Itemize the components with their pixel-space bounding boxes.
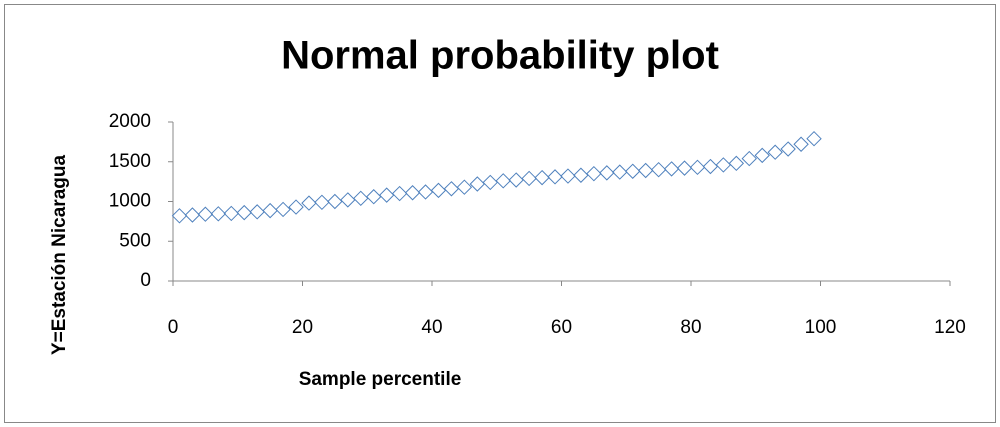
x-tick-label: 120 bbox=[934, 317, 966, 338]
scatter-point bbox=[236, 204, 252, 221]
scatter-point bbox=[353, 190, 369, 207]
scatter-point bbox=[663, 161, 680, 177]
scatter-point bbox=[547, 169, 563, 185]
scatter-point bbox=[327, 193, 343, 210]
x-tick-label: 40 bbox=[421, 317, 442, 338]
scatter-point bbox=[637, 162, 654, 179]
scatter-point bbox=[715, 157, 732, 173]
scatter-point bbox=[806, 130, 822, 147]
scatter-point bbox=[650, 161, 667, 178]
scatter-point bbox=[612, 164, 628, 180]
x-tick-label: 80 bbox=[680, 317, 701, 338]
scatter-point bbox=[430, 182, 447, 199]
scatter-point bbox=[534, 169, 550, 186]
scatter-point bbox=[184, 207, 201, 223]
y-axis-label: Y=Estación Nicaragua bbox=[49, 155, 70, 356]
scatter-point bbox=[741, 150, 757, 167]
scatter-point bbox=[767, 144, 783, 160]
scatter-point bbox=[197, 206, 214, 222]
scatter-point bbox=[754, 147, 770, 164]
scatter-point bbox=[288, 199, 304, 215]
y-tick-label: 1000 bbox=[109, 191, 151, 212]
x-tick-label: 60 bbox=[551, 317, 572, 338]
y-tick-label: 500 bbox=[119, 230, 151, 251]
scatter-point bbox=[301, 195, 317, 211]
x-tick-label: 0 bbox=[168, 317, 179, 338]
scatter-point bbox=[625, 163, 641, 179]
scatter-point bbox=[676, 160, 693, 176]
x-tick-label: 20 bbox=[292, 317, 313, 338]
scatter-point bbox=[780, 141, 796, 157]
scatter-point bbox=[443, 181, 460, 197]
y-tick-label: 2000 bbox=[109, 111, 151, 132]
scatter-point bbox=[508, 172, 524, 188]
scatter-point bbox=[599, 165, 615, 181]
scatter-point bbox=[404, 185, 421, 201]
scatter-point bbox=[573, 167, 589, 183]
scatter-point bbox=[586, 165, 602, 182]
scatter-point bbox=[417, 184, 434, 200]
scatter-point bbox=[275, 201, 291, 218]
scatter-point bbox=[560, 168, 576, 184]
y-tick-label: 0 bbox=[140, 270, 151, 291]
scatter-point bbox=[249, 204, 265, 220]
scatter-point bbox=[469, 176, 486, 192]
chart-title: Normal probability plot bbox=[281, 34, 719, 78]
scatter-point bbox=[495, 173, 511, 189]
scatter-point bbox=[366, 189, 382, 205]
scatter-point bbox=[391, 185, 408, 202]
scatter-point bbox=[340, 192, 356, 208]
scatter-point bbox=[521, 170, 537, 187]
scatter-point bbox=[171, 208, 188, 224]
scatter-point bbox=[314, 194, 330, 211]
scatter-point bbox=[482, 174, 498, 191]
scatter-point bbox=[378, 187, 395, 203]
scatter-point bbox=[262, 202, 278, 219]
scatter-point bbox=[456, 179, 473, 195]
scatter-point bbox=[728, 155, 745, 172]
x-tick-label: 100 bbox=[805, 317, 837, 338]
y-tick-label: 1500 bbox=[109, 151, 151, 172]
scatter-point bbox=[689, 159, 706, 176]
x-axis-label: Sample percentile bbox=[299, 369, 462, 390]
scatter-point bbox=[793, 136, 809, 152]
scatter-point bbox=[702, 158, 719, 175]
scatter-point bbox=[210, 206, 227, 222]
chart-border bbox=[4, 4, 996, 423]
scatter-point bbox=[223, 205, 239, 222]
